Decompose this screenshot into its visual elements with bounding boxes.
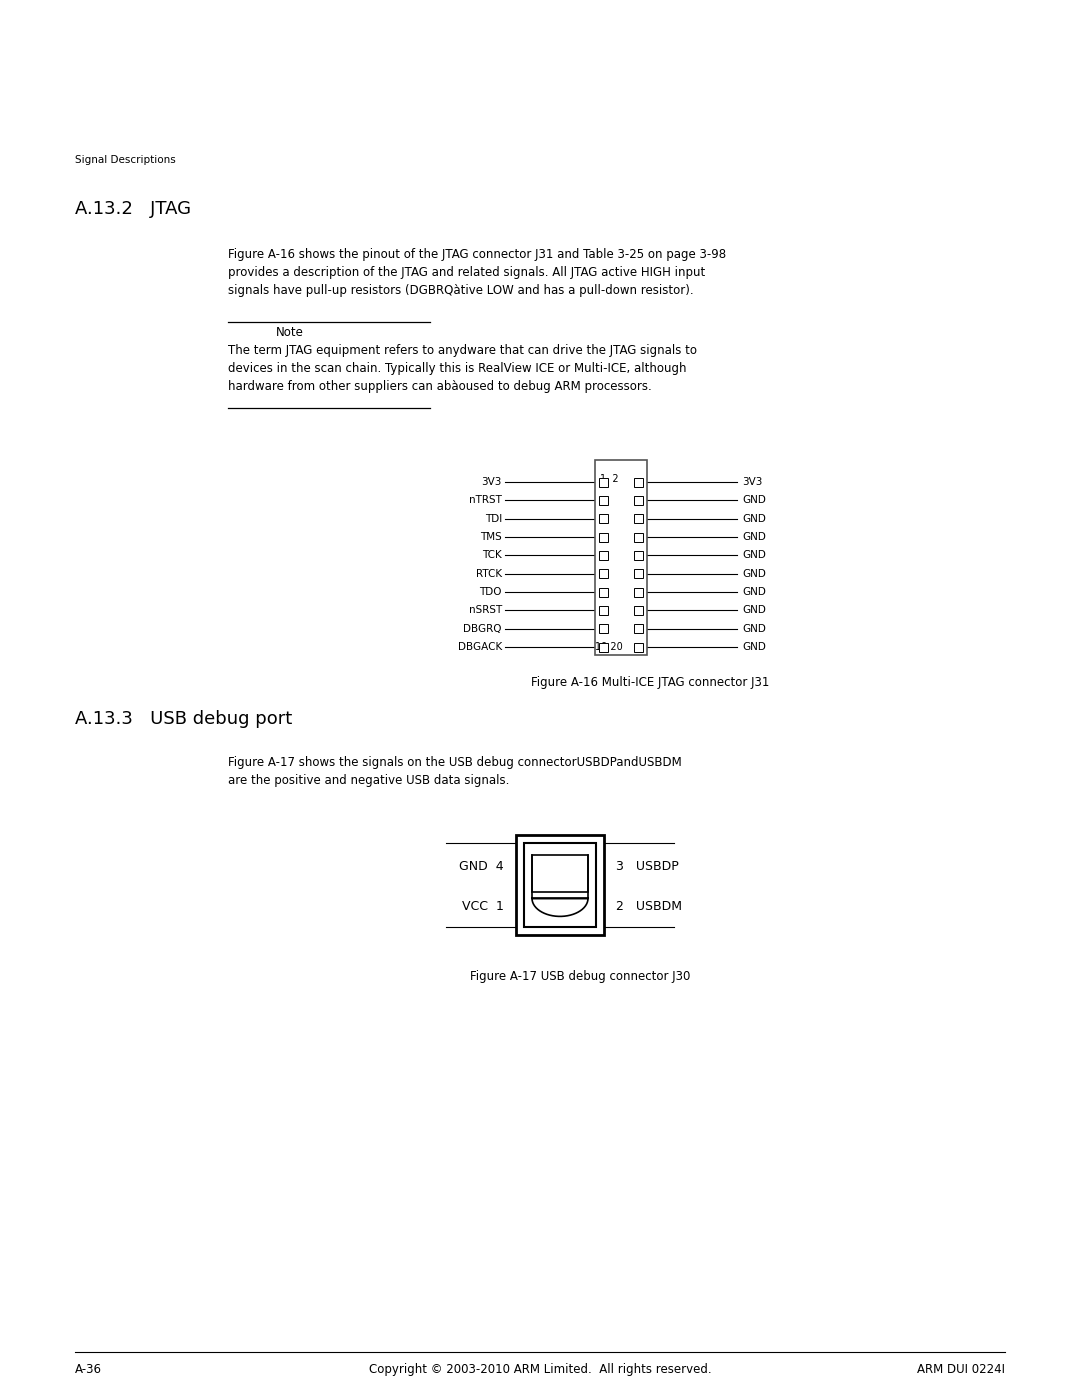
Text: devices in the scan chain. Typically this is RealView ICE or Multi-ICE, although: devices in the scan chain. Typically thi…: [228, 362, 687, 374]
Bar: [599, 532, 608, 542]
Text: Figure A-16 Multi-ICE JTAG connector J31: Figure A-16 Multi-ICE JTAG connector J31: [530, 676, 769, 689]
Text: VCC  1: VCC 1: [462, 901, 504, 914]
Text: DBGACK: DBGACK: [458, 643, 502, 652]
Text: GND: GND: [742, 496, 766, 506]
Text: ARM DUI 0224I: ARM DUI 0224I: [917, 1363, 1005, 1376]
Text: GND: GND: [742, 532, 766, 542]
Bar: [599, 514, 608, 522]
Text: GND: GND: [742, 550, 766, 560]
Text: GND: GND: [742, 514, 766, 524]
Text: The term JTAG equipment refers to anydware that can drive the JTAG signals to: The term JTAG equipment refers to anydwa…: [228, 344, 697, 358]
Bar: [634, 496, 643, 504]
Text: GND: GND: [742, 587, 766, 597]
Text: TDO: TDO: [480, 587, 502, 597]
Text: GND: GND: [742, 569, 766, 578]
Text: A-36: A-36: [75, 1363, 102, 1376]
Text: GND: GND: [742, 605, 766, 615]
Text: 1  2: 1 2: [599, 474, 619, 483]
Bar: [599, 588, 608, 597]
Text: Copyright © 2003-2010 ARM Limited.  All rights reserved.: Copyright © 2003-2010 ARM Limited. All r…: [368, 1363, 712, 1376]
Text: signals have pull-up resistors (DGBRQàtive LOW and has a pull-down resistor).: signals have pull-up resistors (DGBRQàti…: [228, 284, 693, 298]
Bar: [599, 606, 608, 615]
Text: TDI: TDI: [485, 514, 502, 524]
Text: nTRST: nTRST: [469, 496, 502, 506]
Bar: [595, 460, 647, 655]
Text: RTCK: RTCK: [476, 569, 502, 578]
Bar: [524, 842, 596, 928]
Bar: [634, 606, 643, 615]
Text: Figure A-17 USB debug connector J30: Figure A-17 USB debug connector J30: [470, 970, 690, 983]
Text: nSRST: nSRST: [469, 605, 502, 615]
Bar: [634, 532, 643, 542]
Text: TMS: TMS: [481, 532, 502, 542]
Bar: [599, 569, 608, 578]
Text: are the positive and negative USB data signals.: are the positive and negative USB data s…: [228, 774, 510, 787]
Bar: [634, 643, 643, 651]
Text: DBGRQ: DBGRQ: [463, 623, 502, 634]
Text: GND  4: GND 4: [459, 861, 504, 873]
Bar: [634, 588, 643, 597]
Text: GND: GND: [742, 643, 766, 652]
Bar: [599, 550, 608, 560]
Bar: [634, 569, 643, 578]
Bar: [634, 478, 643, 486]
Bar: [634, 514, 643, 522]
Text: A.13.2   JTAG: A.13.2 JTAG: [75, 200, 191, 218]
Text: 3   USBDP: 3 USBDP: [616, 861, 678, 873]
Text: Figure A-16 shows the pinout of the JTAG connector J31 and Table 3-25 on page 3-: Figure A-16 shows the pinout of the JTAG…: [228, 249, 726, 261]
Text: A.13.3   USB debug port: A.13.3 USB debug port: [75, 710, 293, 728]
Text: 3V3: 3V3: [482, 476, 502, 488]
Text: GND: GND: [742, 623, 766, 634]
Text: hardware from other suppliers can abàoused to debug ARM processors.: hardware from other suppliers can abàous…: [228, 380, 651, 393]
Text: Figure A-17 shows the signals on the USB debug connectorUSBDPandUSBDM: Figure A-17 shows the signals on the USB…: [228, 756, 681, 768]
Text: 19 20: 19 20: [595, 643, 623, 652]
Bar: [516, 835, 604, 935]
Bar: [599, 643, 608, 651]
Text: TCK: TCK: [483, 550, 502, 560]
Text: provides a description of the JTAG and related signals. All JTAG active HIGH inp: provides a description of the JTAG and r…: [228, 265, 705, 279]
Bar: [532, 855, 588, 893]
Bar: [599, 624, 608, 633]
Text: 3V3: 3V3: [742, 476, 762, 488]
Bar: [634, 550, 643, 560]
Bar: [599, 496, 608, 504]
Text: 2   USBDM: 2 USBDM: [616, 901, 681, 914]
Text: Signal Descriptions: Signal Descriptions: [75, 155, 176, 165]
Text: Note: Note: [276, 326, 303, 339]
Bar: [599, 478, 608, 486]
Bar: [634, 624, 643, 633]
